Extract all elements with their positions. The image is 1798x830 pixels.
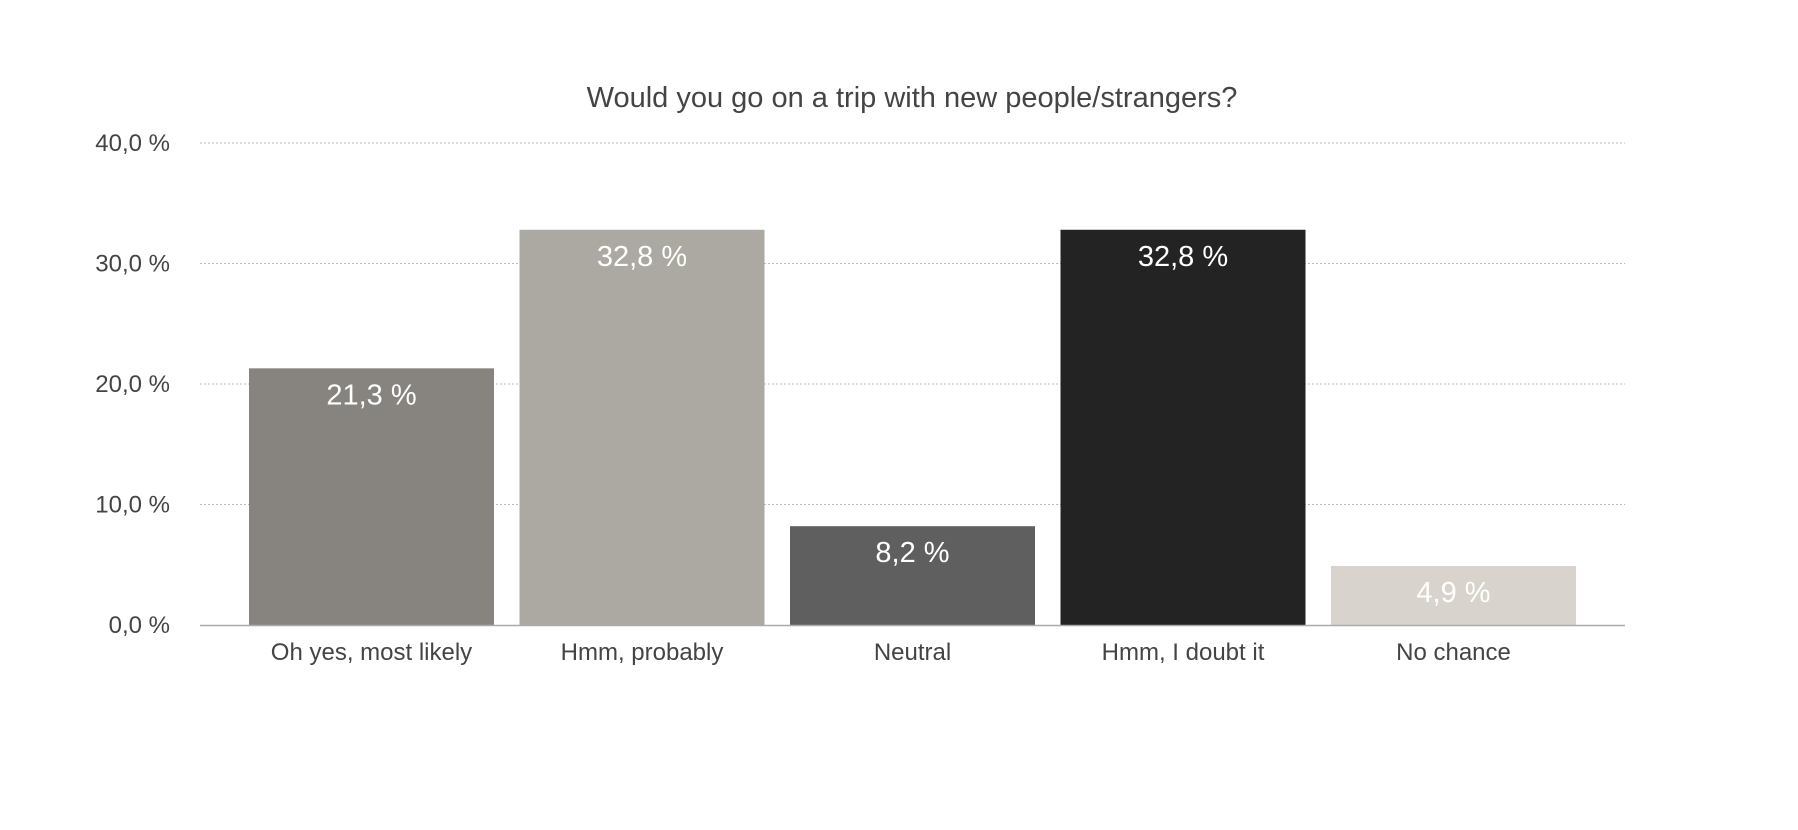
x-category-label: Hmm, probably: [561, 639, 724, 666]
bar: [249, 368, 494, 625]
x-category-label: No chance: [1396, 639, 1511, 666]
bars: [249, 229, 1576, 625]
y-tick-label: 10,0 %: [95, 492, 170, 519]
bar: [1331, 565, 1576, 625]
y-axis-tick-labels: 0,0 % 10,0 % 20,0 % 30,0 % 40,0 %: [95, 130, 170, 639]
x-category-label: Neutral: [874, 639, 951, 666]
bar: [519, 229, 765, 625]
y-tick-label: 0,0 %: [109, 612, 170, 639]
y-tick-label: 40,0 %: [95, 130, 170, 157]
bar: [790, 526, 1035, 625]
x-axis-category-labels: Oh yes, most likely Hmm, probably Neutral H…: [271, 639, 1511, 666]
y-tick-label: 20,0 %: [95, 371, 170, 398]
bar-data-label: 8,2 %: [875, 537, 949, 569]
bar-data-label: 4,9 %: [1416, 577, 1490, 609]
chart-title: Would you go on a trip with new people/s…: [587, 82, 1238, 114]
x-category-label: Oh yes, most likely: [271, 639, 472, 666]
bar-data-label: 32,8 %: [1138, 241, 1228, 273]
y-tick-label: 30,0 %: [95, 251, 170, 278]
bar-data-label: 32,8 %: [597, 241, 687, 273]
bar-data-labels: 21,3 % 32,8 % 8,2 % 32,8 % 4,9 %: [326, 241, 1490, 609]
x-category-label: Hmm, I doubt it: [1102, 639, 1265, 666]
bar-data-label: 21,3 %: [326, 379, 416, 411]
bar: [1060, 229, 1306, 625]
